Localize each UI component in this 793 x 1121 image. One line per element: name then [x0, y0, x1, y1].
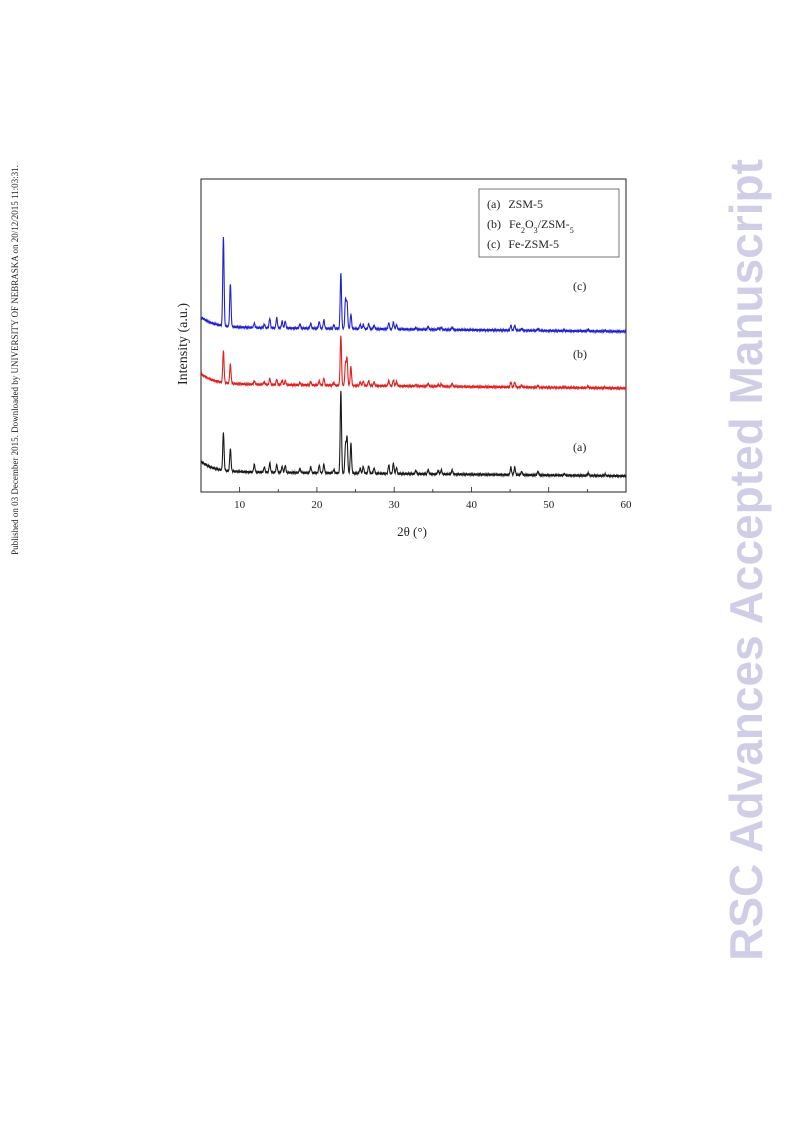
series-layer — [200, 237, 627, 479]
curve-label-c: (c) — [573, 279, 586, 293]
legend-prefix-c: (c) — [487, 237, 500, 251]
legend-prefix-a: (a) — [487, 197, 500, 211]
legend-label-b: Fe2O3/ZSM-5 — [509, 217, 574, 235]
curve-label-a: (a) — [573, 440, 586, 454]
x-tick-label: 30 — [389, 499, 401, 511]
x-tick-label: 10 — [234, 499, 246, 511]
series-line-c — [200, 237, 627, 335]
y-axis-title: Intensity (a.u.) — [176, 303, 191, 385]
legend-item-a: (a) ZSM-5 — [487, 197, 543, 211]
series-line-b — [200, 335, 627, 392]
legend-item-b: (b) Fe2O3/ZSM-5 — [487, 217, 574, 235]
x-tick-label: 40 — [466, 499, 478, 511]
series-line-a — [200, 390, 627, 479]
x-tick-label: 60 — [621, 499, 633, 511]
legend-box — [478, 188, 620, 258]
x-tick-label: 50 — [543, 499, 555, 511]
legend: (a) ZSM-5 (b) Fe2O3/ZSM-5 (c) Fe-ZSM-5 — [478, 188, 620, 258]
legend-item-c: (c) Fe-ZSM-5 — [487, 237, 559, 251]
x-tick-label: 20 — [311, 499, 323, 511]
legend-label-a: ZSM-5 — [508, 197, 543, 211]
legend-label-c: Fe-ZSM-5 — [508, 237, 559, 251]
legend-prefix-b: (b) — [487, 217, 501, 231]
x-axis: 10 20 30 40 50 60 — [234, 487, 632, 511]
plot-frame — [200, 178, 627, 493]
curve-label-b: (b) — [573, 347, 587, 361]
x-axis-title: 2θ (°) — [397, 524, 427, 539]
